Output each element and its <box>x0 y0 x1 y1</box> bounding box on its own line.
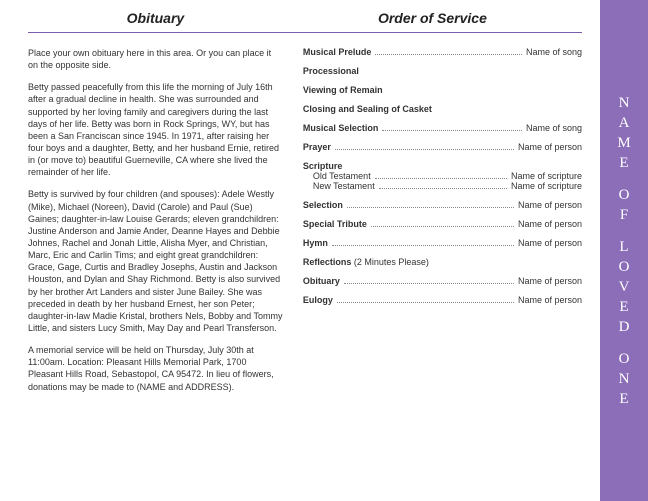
sidebar-letter: E <box>619 390 628 408</box>
service-selection: Selection Name of person <box>303 200 582 210</box>
service-label: Scripture <box>303 161 343 171</box>
service-value: Name of scripture <box>511 181 582 191</box>
service-musical-prelude: Musical Prelude Name of song <box>303 47 582 57</box>
service-value: Name of person <box>518 200 582 210</box>
service-label: Obituary <box>303 276 340 286</box>
service-label: Musical Prelude <box>303 47 372 57</box>
sidebar-name-banner: NAMEOFLOVEDONE <box>600 0 648 501</box>
service-processional: Processional <box>303 66 582 76</box>
service-reflections: Reflections (2 Minutes Please) <box>303 257 582 267</box>
leader-dots <box>337 302 514 303</box>
service-value: Name of song <box>526 47 582 57</box>
leader-dots <box>332 245 514 246</box>
service-value: Name of person <box>518 219 582 229</box>
service-value: Name of person <box>518 276 582 286</box>
service-obituary: Obituary Name of person <box>303 276 582 286</box>
header-order-of-service: Order of Service <box>283 10 582 26</box>
service-viewing: Viewing of Remain <box>303 85 582 95</box>
service-hymn: Hymn Name of person <box>303 238 582 248</box>
service-label: Closing and Sealing of Casket <box>303 104 432 114</box>
service-sublabel: New Testament <box>303 181 375 191</box>
service-label: Prayer <box>303 142 331 152</box>
sidebar-letter: M <box>617 134 630 152</box>
obituary-column: Place your own obituary here in this are… <box>28 47 283 491</box>
sidebar-letter: D <box>619 318 630 336</box>
service-special-tribute: Special Tribute Name of person <box>303 219 582 229</box>
content-area: Obituary Order of Service Place your own… <box>0 0 600 501</box>
service-value: Name of person <box>518 295 582 305</box>
service-label: Reflections <box>303 257 352 267</box>
sidebar-letter: O <box>619 186 630 204</box>
service-musical-selection: Musical Selection Name of song <box>303 123 582 133</box>
sidebar-letter: N <box>619 370 630 388</box>
service-value: Name of scripture <box>511 171 582 181</box>
obituary-paragraph: Betty passed peacefully from this life t… <box>28 81 283 178</box>
header-obituary: Obituary <box>28 10 283 26</box>
service-scripture: Scripture Old Testament Name of scriptur… <box>303 161 582 191</box>
service-note: (2 Minutes Please) <box>351 257 429 267</box>
obituary-paragraph: Betty is survived by four children (and … <box>28 188 283 334</box>
service-prayer: Prayer Name of person <box>303 142 582 152</box>
service-value: Name of person <box>518 238 582 248</box>
leader-dots <box>382 130 522 131</box>
sidebar-letter: V <box>619 278 630 296</box>
service-sublabel: Old Testament <box>303 171 371 181</box>
sidebar-letter: F <box>620 206 628 224</box>
sidebar-letter: O <box>619 350 630 368</box>
service-label: Eulogy <box>303 295 333 305</box>
service-label: Special Tribute <box>303 219 367 229</box>
service-label: Hymn <box>303 238 328 248</box>
leader-dots <box>379 188 507 189</box>
sidebar-letter: O <box>619 258 630 276</box>
obituary-paragraph: A memorial service will be held on Thurs… <box>28 344 283 393</box>
service-column: Musical Prelude Name of song Processiona… <box>303 47 582 491</box>
obituary-paragraph: Place your own obituary here in this are… <box>28 47 283 71</box>
sidebar-letter: L <box>619 238 628 256</box>
service-label: Musical Selection <box>303 123 379 133</box>
leader-dots <box>335 149 514 150</box>
columns: Place your own obituary here in this are… <box>28 47 582 491</box>
service-label: Selection <box>303 200 343 210</box>
leader-dots <box>344 283 514 284</box>
service-closing: Closing and Sealing of Casket <box>303 104 582 114</box>
leader-dots <box>371 226 514 227</box>
service-label: Processional <box>303 66 359 76</box>
sidebar-letter: E <box>619 154 628 172</box>
service-value: Name of person <box>518 142 582 152</box>
sidebar-letter: A <box>619 114 630 132</box>
service-value: Name of song <box>526 123 582 133</box>
leader-dots <box>347 207 514 208</box>
service-label: Viewing of Remain <box>303 85 383 95</box>
sidebar-letter: N <box>619 94 630 112</box>
service-eulogy: Eulogy Name of person <box>303 295 582 305</box>
leader-dots <box>375 54 522 55</box>
column-headers: Obituary Order of Service <box>28 10 582 33</box>
leader-dots <box>375 178 507 179</box>
sidebar-letter: E <box>619 298 628 316</box>
